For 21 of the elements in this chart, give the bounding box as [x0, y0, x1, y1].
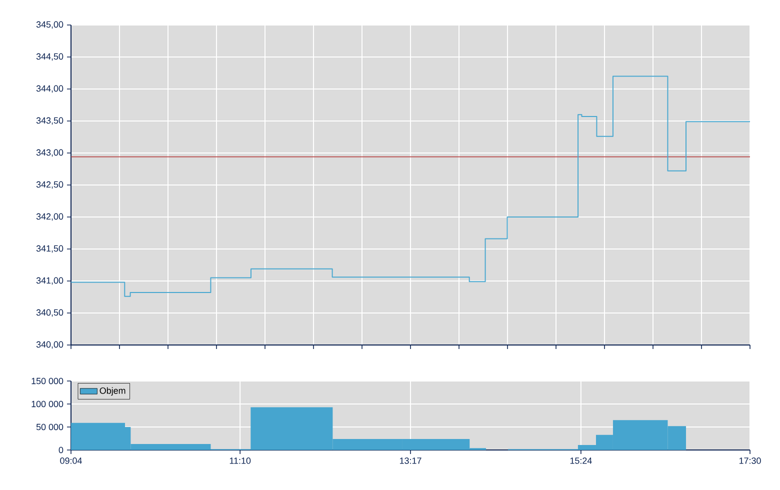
- y-tick-label: 341,50: [36, 245, 64, 253]
- y-tick-label: 343,00: [36, 149, 64, 157]
- y-tick-label: 150 000: [32, 378, 64, 384]
- x-tick-label: 13:17: [400, 458, 422, 464]
- y-tick-label: 50 000: [36, 424, 64, 430]
- y-tick-label: 0: [58, 446, 64, 454]
- y-tick-label: 341,00: [36, 277, 64, 285]
- y-tick-label: 344,50: [36, 53, 64, 61]
- x-tick-label: 09:04: [60, 458, 82, 464]
- y-tick-label: 342,50: [36, 181, 64, 189]
- y-tick-label: 344,00: [36, 85, 64, 93]
- y-tick-label: 340,50: [36, 309, 64, 317]
- x-tick-label: 11:10: [230, 458, 251, 464]
- legend-label: Objem: [100, 387, 126, 396]
- y-tick-label: 345,00: [36, 21, 64, 29]
- x-tick-label: 17:30: [739, 458, 761, 464]
- x-tick-label: 15:24: [570, 458, 592, 464]
- y-tick-label: 340,00: [36, 341, 64, 349]
- y-tick-label: 342,00: [36, 213, 64, 221]
- y-tick-label: 343,50: [36, 117, 64, 125]
- y-tick-label: 100 000: [32, 400, 64, 408]
